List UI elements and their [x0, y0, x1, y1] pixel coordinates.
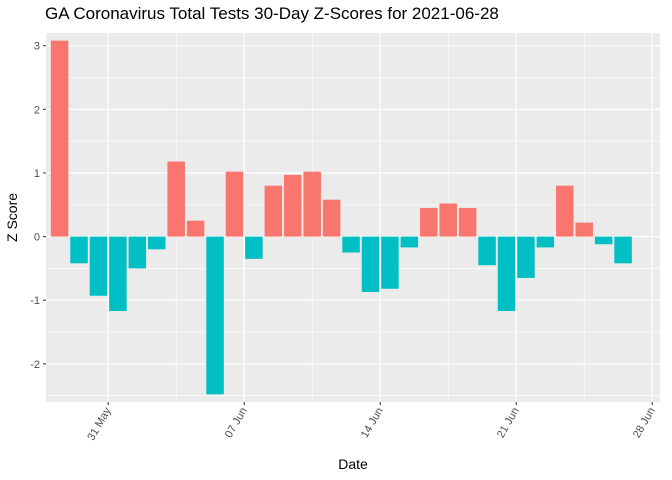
x-tick-label: 28 Jun [631, 406, 658, 441]
bar [70, 236, 88, 264]
bar [264, 185, 283, 237]
bar [439, 203, 457, 237]
bar [556, 185, 574, 237]
bar [614, 236, 632, 264]
y-tick-label: 2 [34, 104, 40, 116]
y-axis-title: Z Score [4, 193, 20, 242]
bar [284, 174, 302, 237]
bar [206, 236, 224, 395]
y-tick-label: -2 [30, 359, 40, 371]
bar [478, 236, 496, 266]
bar [361, 236, 380, 292]
bar [536, 236, 555, 248]
bar [575, 222, 593, 237]
x-tick-label: 14 Jun [359, 406, 386, 441]
bar [420, 207, 438, 237]
bar [342, 236, 360, 253]
bar [128, 236, 147, 269]
x-axis-title: Date [338, 456, 368, 472]
bar [186, 220, 205, 237]
bar [303, 171, 321, 237]
bar [322, 199, 341, 237]
x-tick-label: 31 May [85, 405, 114, 443]
bar [245, 236, 263, 259]
chart-title: GA Coronavirus Total Tests 30-Day Z-Scor… [45, 4, 499, 23]
x-tick-label: 21 Jun [495, 406, 522, 441]
bars [50, 40, 632, 395]
x-tick-label: 07 Jun [223, 406, 250, 441]
bar [458, 207, 477, 237]
bar [50, 40, 69, 237]
bar [225, 171, 244, 237]
bar [167, 161, 185, 237]
y-tick-label: -1 [30, 295, 40, 307]
y-tick-label: 0 [34, 232, 40, 244]
y-tick-label: 3 [34, 41, 40, 53]
bar [109, 236, 127, 312]
bar [400, 236, 419, 248]
bar [497, 236, 516, 312]
bar [89, 236, 108, 296]
bar [381, 236, 399, 289]
bar [148, 236, 166, 250]
bar [594, 236, 613, 245]
y-tick-label: 1 [34, 168, 40, 180]
bar [517, 236, 535, 278]
